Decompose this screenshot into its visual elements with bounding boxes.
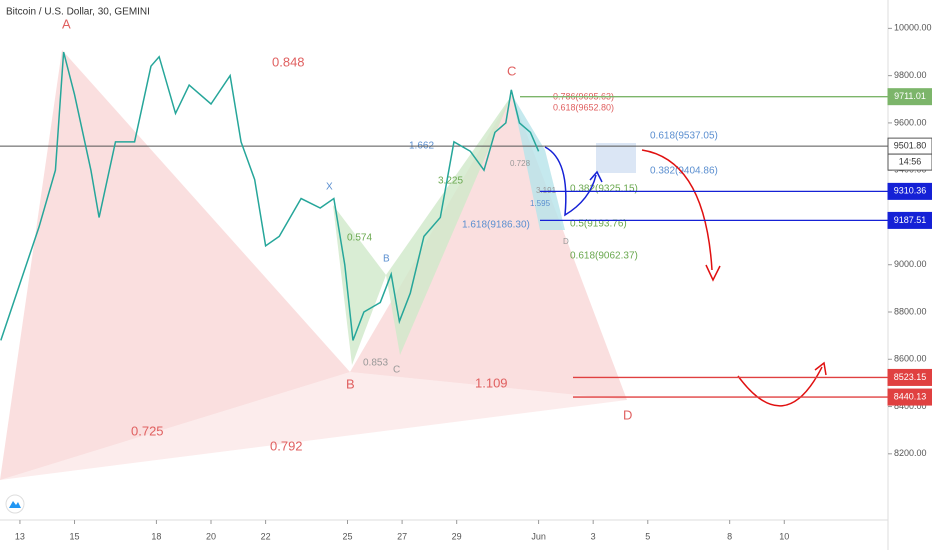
x-tick-label: 27 — [397, 531, 407, 541]
price-tag-label: 9501.80 — [894, 140, 927, 150]
arrow — [544, 146, 597, 217]
annotation: D — [623, 407, 632, 422]
arrow-head — [589, 170, 603, 183]
annotation: B — [383, 254, 390, 265]
annotation: 0.618(9062.37) — [570, 251, 638, 262]
annotation: 1.109 — [475, 375, 508, 390]
x-tick-label: 10 — [779, 531, 789, 541]
x-tick-label: Jun — [531, 531, 546, 541]
y-tick-label: 10000.00 — [894, 23, 932, 33]
annotation: B — [346, 376, 355, 391]
countdown: 14:56 — [899, 156, 922, 166]
price-tag — [887, 88, 932, 106]
chart-title: Bitcoin / U.S. Dollar, 30, GEMINI — [6, 7, 150, 18]
arrow-head — [705, 264, 721, 282]
price-tag — [887, 211, 932, 229]
annotation: A — [62, 16, 71, 31]
annotation: 3.191 — [536, 186, 557, 195]
x-tick-label: 3 — [591, 531, 596, 541]
annotation: 0.618(9652.80) — [553, 102, 614, 112]
x-tick-label: 13 — [15, 531, 25, 541]
arrow — [737, 366, 823, 407]
price-tag-label: 8523.15 — [894, 372, 927, 382]
x-tick-label: 18 — [151, 531, 161, 541]
x-tick-label: 29 — [452, 531, 462, 541]
price-tag-label: 9187.51 — [894, 215, 927, 225]
annotation: 0.618(9537.05) — [650, 131, 718, 142]
harmonic-xbd — [0, 372, 627, 480]
annotation: 3.225 — [438, 176, 463, 187]
price-tag-label: 8440.13 — [894, 391, 927, 401]
annotation: C — [393, 365, 400, 376]
countdown-tag — [887, 153, 932, 171]
x-tick-label: 5 — [645, 531, 650, 541]
annotation: 0.848 — [272, 54, 305, 69]
arrow-head — [814, 361, 827, 376]
price-tag-label: 9711.01 — [894, 91, 926, 101]
fib-box — [596, 143, 636, 173]
annotation: X — [326, 182, 333, 193]
price-tag — [887, 368, 932, 386]
annotation: 0.728 — [510, 159, 531, 168]
price-line-series — [0, 51, 540, 341]
annotation: 0.382(9325.15) — [570, 184, 638, 195]
annotation: 1.595 — [530, 199, 551, 208]
annotation: 0.5(9193.76) — [570, 219, 627, 230]
pattern-bcd — [386, 95, 512, 355]
x-tick-label: 15 — [70, 531, 80, 541]
arrow — [641, 149, 713, 271]
x-tick-label: 20 — [206, 531, 216, 541]
x-tick-label: 8 — [727, 531, 732, 541]
y-tick-label: 9000.00 — [894, 259, 927, 269]
y-tick-label: 9800.00 — [894, 70, 927, 80]
annotation: 0.382(9404.86) — [650, 166, 718, 177]
y-tick-label: 8800.00 — [894, 306, 927, 316]
pattern-xab — [333, 205, 386, 365]
y-tick-label: 8400.00 — [894, 401, 927, 411]
x-tick-label: 25 — [342, 531, 352, 541]
y-tick-label: 9600.00 — [894, 117, 927, 127]
harmonic-bcd — [350, 95, 627, 400]
price-tag-label: 9310.36 — [894, 186, 927, 196]
x-tick-label: 22 — [261, 531, 271, 541]
annotation: D — [563, 237, 569, 246]
price-tag — [887, 182, 932, 200]
annotations: A 0.848 X 0.574 B 0.853 B C 1.109 0.725 … — [62, 16, 718, 453]
y-tick-label: 8600.00 — [894, 354, 927, 364]
y-tick-label: 8200.00 — [894, 448, 927, 458]
annotation: 0.792 — [270, 438, 303, 453]
annotation: 1.618(9186.30) — [462, 220, 530, 231]
annotation: C — [507, 63, 516, 78]
annotation: 0.853 — [363, 358, 388, 369]
logo-mark — [9, 501, 21, 508]
annotation: 0.574 — [347, 233, 372, 244]
annotation: 0.725 — [131, 423, 164, 438]
price-tag — [887, 388, 932, 406]
